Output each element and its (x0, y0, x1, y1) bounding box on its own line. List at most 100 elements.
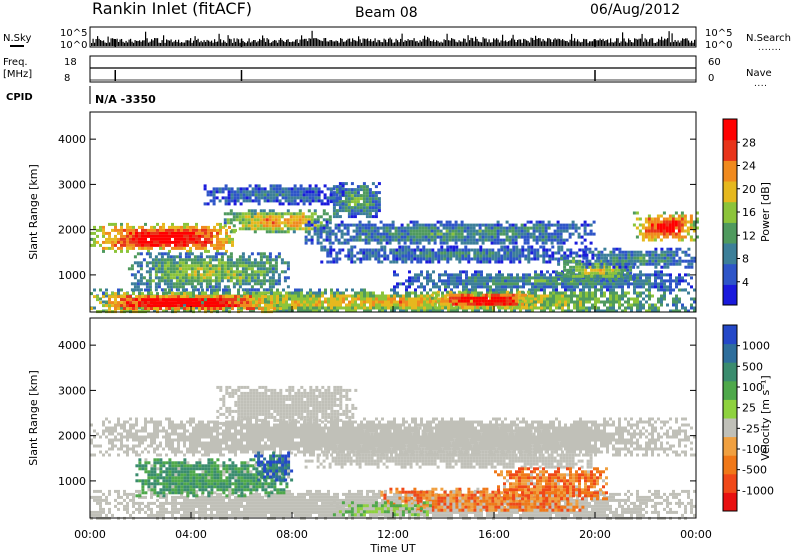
heatmap-cell (554, 239, 557, 242)
heatmap-cell (363, 304, 366, 307)
nsky-bar (199, 42, 200, 46)
heatmap-cell (357, 194, 360, 197)
nsky-bar (384, 39, 385, 46)
heatmap-cell (324, 184, 327, 187)
heatmap-cell (311, 215, 314, 218)
heatmap-cell (372, 182, 375, 185)
heatmap-cell (555, 295, 558, 298)
heatmap-cell (494, 224, 497, 227)
heatmap-cell (140, 261, 143, 264)
nsky-bar (295, 40, 296, 46)
heatmap-cell (387, 301, 390, 304)
heatmap-cell (210, 238, 213, 241)
heatmap-cell (176, 273, 179, 276)
heatmap-cell (581, 272, 584, 275)
heatmap-cell (212, 270, 215, 273)
heatmap-cell (330, 301, 333, 304)
heatmap-cell (627, 254, 630, 257)
nsky-bar (307, 41, 308, 46)
heatmap-cell (576, 282, 579, 285)
nsky-bar (562, 39, 563, 46)
heatmap-cell (288, 298, 291, 301)
heatmap-cell (239, 279, 242, 282)
heatmap-cell (257, 224, 260, 227)
heatmap-cell (648, 227, 651, 230)
heatmap-cell (287, 212, 290, 215)
heatmap-cell (126, 244, 129, 247)
heatmap-cell (681, 215, 684, 218)
heatmap-cell (237, 187, 240, 190)
heatmap-cell (540, 285, 543, 288)
nsky-bar (169, 41, 170, 46)
heatmap-cell (684, 230, 687, 233)
heatmap-cell (567, 304, 570, 307)
nsky-bar (660, 40, 661, 46)
heatmap-cell (111, 229, 114, 232)
heatmap-cell (227, 258, 230, 261)
heatmap-cell (407, 258, 410, 261)
heatmap-cell (581, 236, 584, 239)
heatmap-cell (507, 276, 510, 279)
heatmap-cell (621, 254, 624, 257)
heatmap-cell (261, 190, 264, 193)
heatmap-cell (560, 230, 563, 233)
heatmap-cell (552, 298, 555, 301)
heatmap-cell (573, 301, 576, 304)
heatmap-cell (354, 301, 357, 304)
heatmap-cell (266, 218, 269, 221)
heatmap-cell (359, 221, 362, 224)
heatmap-cell (207, 241, 210, 244)
heatmap-cell (434, 230, 437, 233)
heatmap-cell (228, 238, 231, 241)
nsky-bar (471, 38, 472, 46)
heatmap-cell (600, 257, 603, 260)
heatmap-cell (174, 247, 177, 250)
heatmap-cell (299, 224, 302, 227)
heatmap-cell (372, 301, 375, 304)
heatmap-cell (284, 218, 287, 221)
heatmap-cell (111, 304, 114, 307)
heatmap-cell (284, 279, 287, 282)
nsky-bar (603, 39, 604, 46)
heatmap-cell (636, 292, 639, 295)
heatmap-cell (366, 301, 369, 304)
nsky-bar (489, 39, 490, 46)
nsky-bar (162, 40, 163, 46)
heatmap-cell (660, 273, 663, 276)
heatmap-cell (542, 242, 545, 245)
heatmap-cell (666, 260, 669, 263)
heatmap-cell (542, 258, 545, 261)
nsky-bar (228, 35, 229, 46)
heatmap-cell (288, 199, 291, 202)
heatmap-cell (461, 239, 464, 242)
nsky-bar (372, 41, 373, 46)
heatmap-cell (524, 255, 527, 258)
heatmap-cell (684, 224, 687, 227)
heatmap-cell (362, 224, 365, 227)
heatmap-cell (233, 273, 236, 276)
heatmap-cell (467, 227, 470, 230)
heatmap-cell (533, 252, 536, 255)
heatmap-cell (357, 188, 360, 191)
heatmap-cell (629, 278, 632, 281)
heatmap-cell (194, 279, 197, 282)
heatmap-cell (645, 254, 648, 257)
heatmap-cell (185, 258, 188, 261)
nsky-bar (337, 41, 338, 46)
heatmap-cell (660, 279, 663, 282)
heatmap-cell (293, 212, 296, 215)
heatmap-cell (569, 272, 572, 275)
heatmap-cell (539, 239, 542, 242)
heatmap-cell (393, 273, 396, 276)
nsky-bar (399, 42, 400, 46)
heatmap-cell (479, 255, 482, 258)
heatmap-cell (231, 199, 234, 202)
heatmap-cell (129, 235, 132, 238)
heatmap-cell (449, 249, 452, 252)
heatmap-cell (269, 215, 272, 218)
heatmap-cell (402, 282, 405, 285)
heatmap-cell (591, 292, 594, 295)
heatmap-cell (221, 255, 224, 258)
heatmap-cell (561, 285, 564, 288)
heatmap-cell (654, 218, 657, 221)
